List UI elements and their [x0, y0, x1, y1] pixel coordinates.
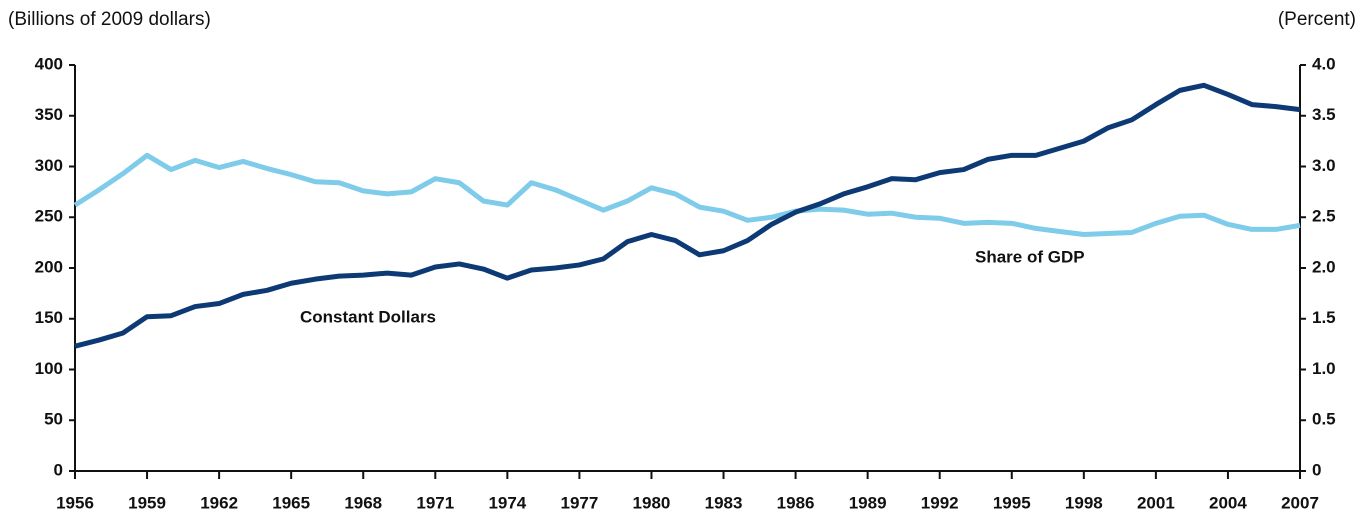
y2-tick-label: 0	[1312, 460, 1321, 479]
x-tick-label: 1956	[56, 493, 94, 512]
y-axis-title: (Billions of 2009 dollars)	[8, 9, 211, 30]
y-tick-label: 350	[35, 105, 63, 124]
y-tick-label: 0	[54, 460, 63, 479]
x-tick-label: 1986	[777, 493, 815, 512]
y2-tick-label: 1.0	[1312, 359, 1336, 378]
series-label: Share of GDP	[975, 247, 1085, 266]
x-tick-label: 1977	[560, 493, 598, 512]
y2-axis-title: (Percent)	[1278, 9, 1356, 30]
y-tick-label: 300	[35, 156, 63, 175]
x-tick-label: 1965	[272, 493, 310, 512]
x-tick-label: 1980	[633, 493, 671, 512]
x-tick-label: 1995	[993, 493, 1031, 512]
y-tick-label: 100	[35, 359, 63, 378]
x-tick-label: 2007	[1281, 493, 1319, 512]
x-tick-label: 1971	[416, 493, 454, 512]
x-tick-label: 1998	[1065, 493, 1103, 512]
y-tick-label: 200	[35, 257, 63, 276]
y-tick-label: 400	[35, 54, 63, 73]
y-tick-label: 50	[44, 410, 63, 429]
x-tick-label: 1992	[921, 493, 959, 512]
y2-tick-label: 4.0	[1312, 54, 1336, 73]
y2-tick-label: 0.5	[1312, 410, 1336, 429]
series-line	[73, 152, 1301, 238]
x-tick-label: 1974	[488, 493, 526, 512]
series-line	[74, 82, 1301, 349]
y2-tick-label: 1.5	[1312, 308, 1336, 327]
series-label: Constant Dollars	[300, 307, 436, 326]
x-tick-label: 2004	[1209, 493, 1247, 512]
y2-tick-label: 2.0	[1312, 257, 1336, 276]
x-tick-label: 2001	[1137, 493, 1175, 512]
x-tick-label: 1989	[849, 493, 887, 512]
y2-tick-label: 2.5	[1312, 207, 1336, 226]
x-tick-label: 1959	[128, 493, 166, 512]
y2-tick-label: 3.0	[1312, 156, 1336, 175]
x-tick-label: 1962	[200, 493, 238, 512]
y-tick-label: 250	[35, 207, 63, 226]
y-tick-label: 150	[35, 308, 63, 327]
y2-tick-label: 3.5	[1312, 105, 1336, 124]
x-tick-label: 1983	[705, 493, 743, 512]
x-tick-label: 1968	[344, 493, 382, 512]
